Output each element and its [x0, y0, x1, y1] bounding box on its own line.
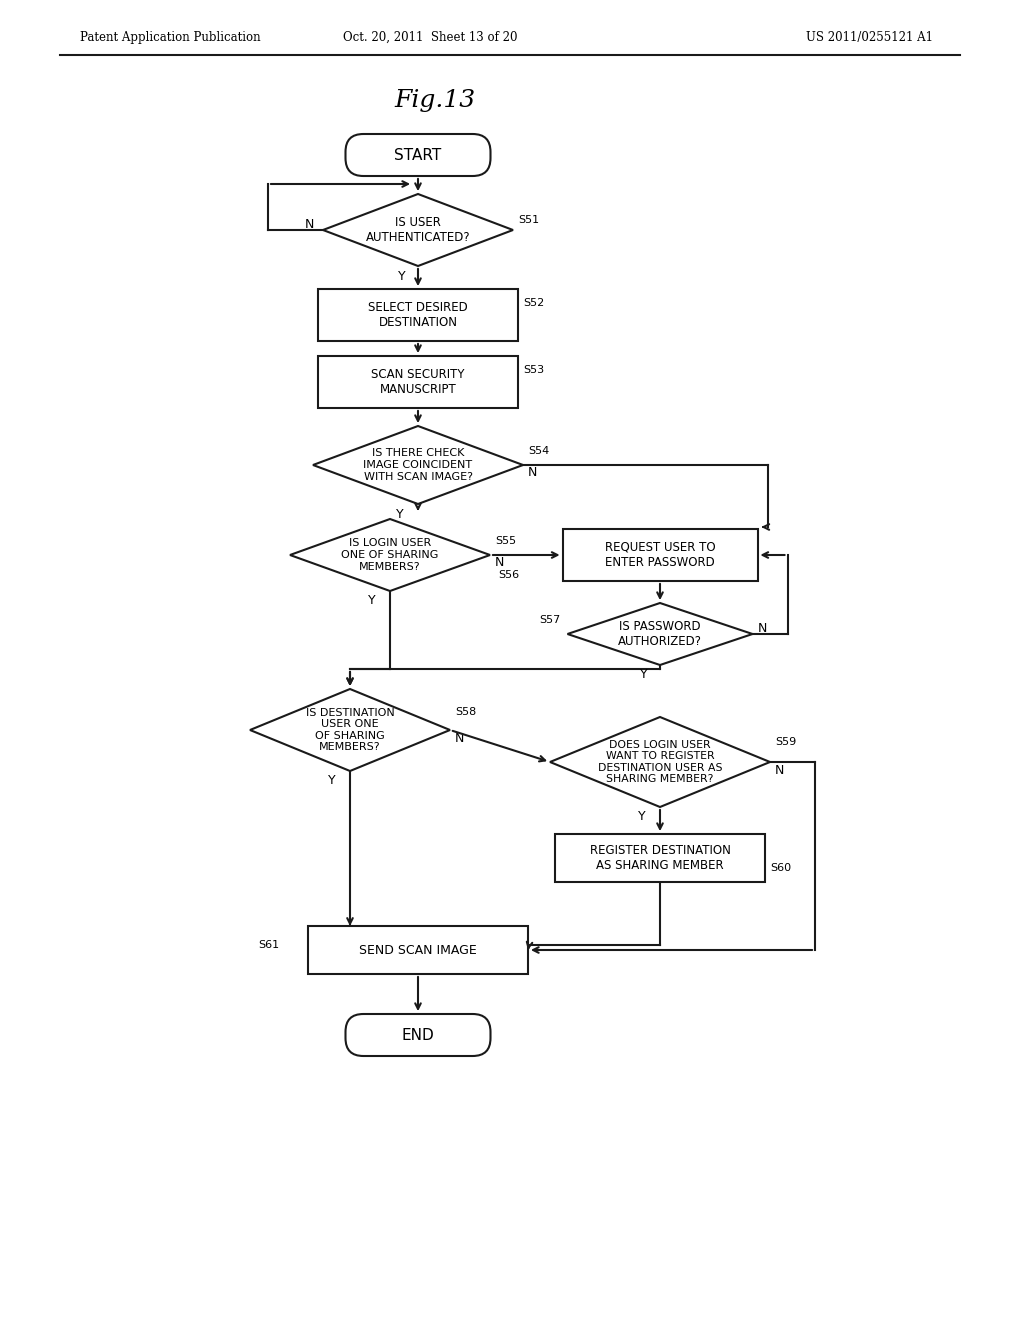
Text: N: N: [495, 557, 505, 569]
Text: S56: S56: [498, 570, 519, 579]
Text: IS LOGIN USER
ONE OF SHARING
MEMBERS?: IS LOGIN USER ONE OF SHARING MEMBERS?: [341, 539, 438, 572]
Polygon shape: [290, 519, 490, 591]
Polygon shape: [250, 689, 450, 771]
Bar: [318, 289, 518, 341]
Text: N: N: [528, 466, 538, 479]
Text: IS THERE CHECK
IMAGE COINCIDENT
WITH SCAN IMAGE?: IS THERE CHECK IMAGE COINCIDENT WITH SCA…: [364, 449, 472, 482]
FancyBboxPatch shape: [345, 135, 490, 176]
FancyBboxPatch shape: [345, 1014, 490, 1056]
Text: S60: S60: [770, 863, 792, 873]
Polygon shape: [323, 194, 513, 267]
Text: S53: S53: [523, 366, 544, 375]
Text: S57: S57: [540, 615, 561, 624]
Text: N: N: [775, 763, 784, 776]
Bar: [555, 834, 765, 882]
Text: IS PASSWORD
AUTHORIZED?: IS PASSWORD AUTHORIZED?: [618, 620, 702, 648]
Text: START: START: [394, 148, 441, 162]
Text: SELECT DESIRED
DESTINATION: SELECT DESIRED DESTINATION: [368, 301, 468, 329]
Polygon shape: [567, 603, 753, 665]
Text: Patent Application Publication: Patent Application Publication: [80, 30, 261, 44]
Text: S59: S59: [775, 737, 797, 747]
Bar: [318, 356, 518, 408]
Text: US 2011/0255121 A1: US 2011/0255121 A1: [807, 30, 934, 44]
Bar: [562, 529, 758, 581]
Text: SEND SCAN IMAGE: SEND SCAN IMAGE: [359, 944, 477, 957]
Text: Y: Y: [640, 668, 647, 681]
Bar: [308, 927, 528, 974]
Text: S58: S58: [455, 708, 476, 717]
Text: S54: S54: [528, 446, 549, 455]
Text: Y: Y: [368, 594, 376, 607]
Text: S61: S61: [258, 940, 280, 950]
Text: N: N: [455, 731, 464, 744]
Text: Oct. 20, 2011  Sheet 13 of 20: Oct. 20, 2011 Sheet 13 of 20: [343, 30, 517, 44]
Text: IS DESTINATION
USER ONE
OF SHARING
MEMBERS?: IS DESTINATION USER ONE OF SHARING MEMBE…: [305, 708, 394, 752]
Text: Fig.13: Fig.13: [394, 88, 475, 111]
Text: END: END: [401, 1027, 434, 1043]
Text: IS USER
AUTHENTICATED?: IS USER AUTHENTICATED?: [366, 216, 470, 244]
Text: N: N: [305, 219, 314, 231]
Text: Y: Y: [328, 775, 336, 788]
Text: DOES LOGIN USER
WANT TO REGISTER
DESTINATION USER AS
SHARING MEMBER?: DOES LOGIN USER WANT TO REGISTER DESTINA…: [598, 739, 722, 784]
Polygon shape: [550, 717, 770, 807]
Text: S51: S51: [518, 215, 539, 224]
Text: Y: Y: [396, 507, 403, 520]
Text: REQUEST USER TO
ENTER PASSWORD: REQUEST USER TO ENTER PASSWORD: [605, 541, 716, 569]
Text: REGISTER DESTINATION
AS SHARING MEMBER: REGISTER DESTINATION AS SHARING MEMBER: [590, 843, 730, 873]
Text: SCAN SECURITY
MANUSCRIPT: SCAN SECURITY MANUSCRIPT: [372, 368, 465, 396]
Text: S55: S55: [495, 536, 516, 546]
Polygon shape: [313, 426, 523, 504]
Text: S52: S52: [523, 298, 544, 308]
Text: Y: Y: [638, 810, 645, 824]
Text: Y: Y: [398, 269, 406, 282]
Text: N: N: [758, 623, 767, 635]
